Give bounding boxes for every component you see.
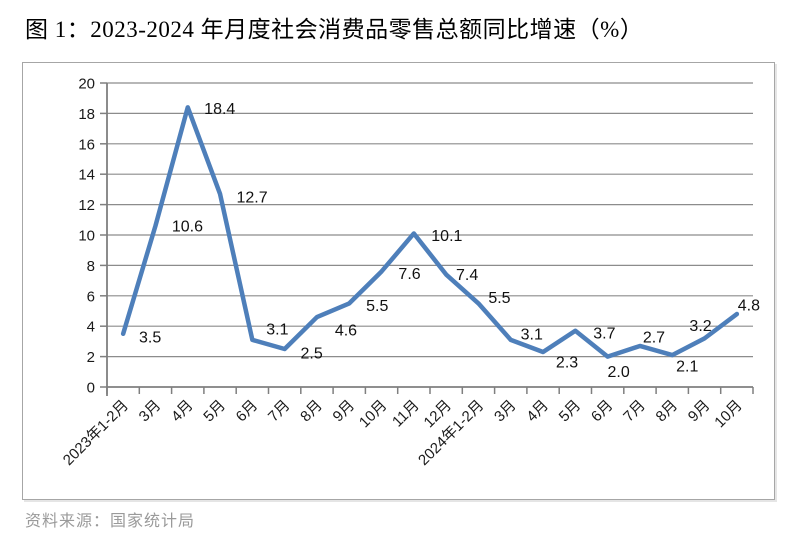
y-tick-label: 8 — [87, 258, 95, 275]
data-label: 2.1 — [676, 359, 698, 376]
x-category-label: 5月 — [200, 397, 229, 426]
x-category-label: 6月 — [233, 397, 262, 426]
data-label: 2.7 — [643, 329, 665, 346]
data-label: 2.3 — [556, 355, 578, 372]
data-label: 10.1 — [431, 228, 462, 245]
series-line — [120, 105, 740, 359]
x-category-label: 4月 — [523, 397, 552, 426]
x-category-label: 7月 — [265, 397, 294, 426]
data-label: 18.4 — [204, 101, 235, 118]
y-tick-label: 14 — [78, 167, 95, 184]
data-label: 4.6 — [335, 323, 357, 340]
x-category-label: 10月 — [356, 397, 390, 431]
data-label: 2.5 — [301, 346, 323, 363]
data-label: 3.5 — [139, 329, 161, 346]
x-category-label: 6月 — [588, 397, 617, 426]
y-tick-label: 4 — [87, 319, 95, 336]
x-category-label: 5月 — [556, 397, 585, 426]
data-label: 7.6 — [398, 266, 420, 283]
data-label: 3.7 — [593, 325, 615, 342]
x-category-label: 3月 — [136, 397, 165, 426]
y-tick-label: 2 — [87, 349, 95, 366]
y-tick-label: 10 — [78, 228, 95, 245]
data-label: 3.1 — [521, 326, 543, 343]
y-tick-label: 6 — [87, 288, 95, 305]
y-tick-label: 0 — [87, 380, 95, 397]
data-label: 7.4 — [456, 267, 478, 284]
x-category-label: 10月 — [711, 397, 745, 431]
data-label: 3.1 — [266, 321, 288, 338]
data-label: 3.2 — [689, 318, 711, 335]
y-tick-label: 18 — [78, 106, 95, 123]
chart-frame: 0 2 4 6 8 10 12 14 16 18 20 2023年1-2月 3月 4月 5月 6月 7月 8月 9月… — [22, 62, 775, 500]
x-category-label: 9月 — [685, 397, 714, 426]
data-label: 12.7 — [236, 189, 267, 206]
y-tick-label: 16 — [78, 136, 95, 153]
data-label: 5.5 — [366, 298, 388, 315]
x-category-label: 9月 — [330, 397, 359, 426]
x-category-label: 4月 — [168, 397, 197, 426]
data-label: 4.8 — [738, 298, 760, 315]
data-label: 2.0 — [608, 364, 630, 381]
x-category-label: 11月 — [389, 397, 423, 431]
y-tick-label: 20 — [78, 76, 95, 93]
x-category-label: 8月 — [653, 397, 682, 426]
x-category-label: 3月 — [491, 397, 520, 426]
x-category-label: 7月 — [620, 397, 649, 426]
figure-title: 图 1：2023-2024 年月度社会消费品零售总额同比增速（%） — [25, 17, 644, 42]
data-label: 5.5 — [488, 290, 510, 307]
x-category-label: 8月 — [297, 397, 326, 426]
y-tick-label: 12 — [78, 197, 95, 214]
data-label: 10.6 — [172, 218, 203, 235]
source-note: 资料来源：国家统计局 — [25, 513, 196, 530]
x-category-label: 2023年1-2月 — [60, 397, 132, 469]
